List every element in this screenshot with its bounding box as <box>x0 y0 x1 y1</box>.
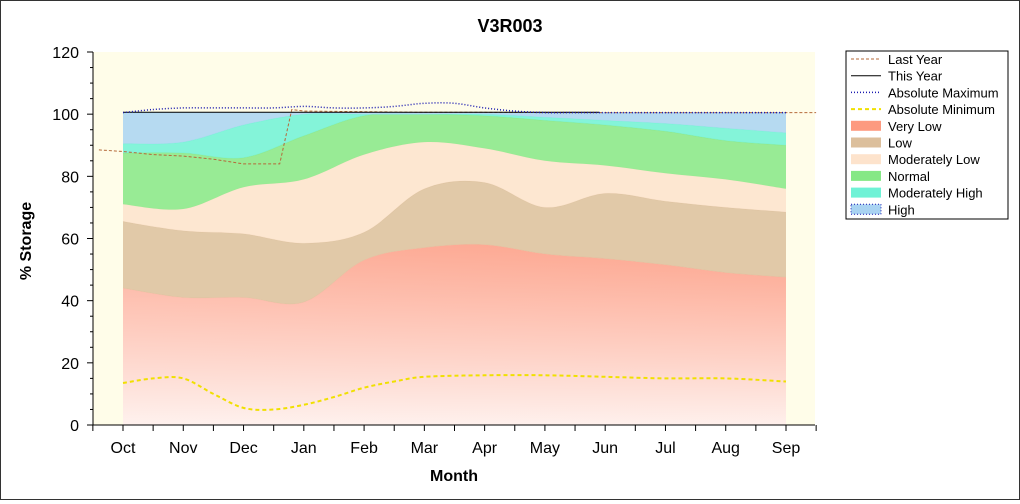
band-low <box>123 180 786 305</box>
series-line-absolute-maximum <box>122 102 786 114</box>
x-tick-label: Nov <box>169 440 197 457</box>
y-tick-label: 20 <box>61 356 79 373</box>
axes-layer: 0 20 40 60 80 100 120 Oct Nov Dec Jan Feb Mar Apr May J… <box>52 45 817 457</box>
y-tick-label: 120 <box>52 45 79 62</box>
band-very-low-fade <box>123 244 786 425</box>
x-tick-label: Mar <box>411 440 439 457</box>
legend-label-last-year: Last Year <box>888 52 943 67</box>
y-axis-label: % Storage <box>18 202 35 280</box>
x-tick-label: Apr <box>472 440 498 457</box>
x-tick-label: May <box>530 440 560 457</box>
band-normal <box>123 113 786 210</box>
legend-label-this-year: This Year <box>888 69 943 84</box>
series-line-absolute-minimum <box>122 374 787 411</box>
x-tick-label: Aug <box>711 440 739 457</box>
y-tick-label: 80 <box>61 169 79 186</box>
x-tick-label: Jan <box>291 440 317 457</box>
y-tick-label: 100 <box>52 107 79 124</box>
legend-swatch-high <box>850 203 882 215</box>
legend-swatch-very-low <box>851 120 881 131</box>
legend-label-moderately-high: Moderately High <box>888 186 983 201</box>
legend-label-absolute-maximum: Absolute Maximum <box>888 85 999 100</box>
y-tick-label: 40 <box>61 294 79 311</box>
legend-label-moderately-low: Moderately Low <box>888 152 980 167</box>
lines-layer <box>98 102 817 411</box>
x-tick-label: Sep <box>772 440 801 457</box>
x-tick-label: Feb <box>350 440 378 457</box>
x-tick-label: Dec <box>229 440 257 457</box>
legend-label-absolute-minimum: Absolute Minimum <box>888 102 995 117</box>
x-axis-label: Month <box>430 468 478 485</box>
legend-swatch-normal <box>851 170 881 181</box>
chart-title: V3R003 <box>477 16 542 36</box>
y-tick-label: 0 <box>70 418 79 435</box>
x-tick-label: Oct <box>111 440 136 457</box>
y-tick-label: 60 <box>61 232 79 249</box>
band-high <box>123 112 786 144</box>
legend-label-low: Low <box>888 136 912 151</box>
legend-swatch-moderately-low <box>851 154 881 165</box>
legend-label-high: High <box>888 202 915 217</box>
x-tick-label: Jun <box>592 440 618 457</box>
legend-label-normal: Normal <box>888 169 930 184</box>
legend-swatch-moderately-high <box>851 187 881 198</box>
legend-label-very-low: Very Low <box>888 119 942 134</box>
x-tick-label: Jul <box>655 440 675 457</box>
series-line-last-year <box>98 108 817 165</box>
legend-swatch-low <box>851 137 881 148</box>
